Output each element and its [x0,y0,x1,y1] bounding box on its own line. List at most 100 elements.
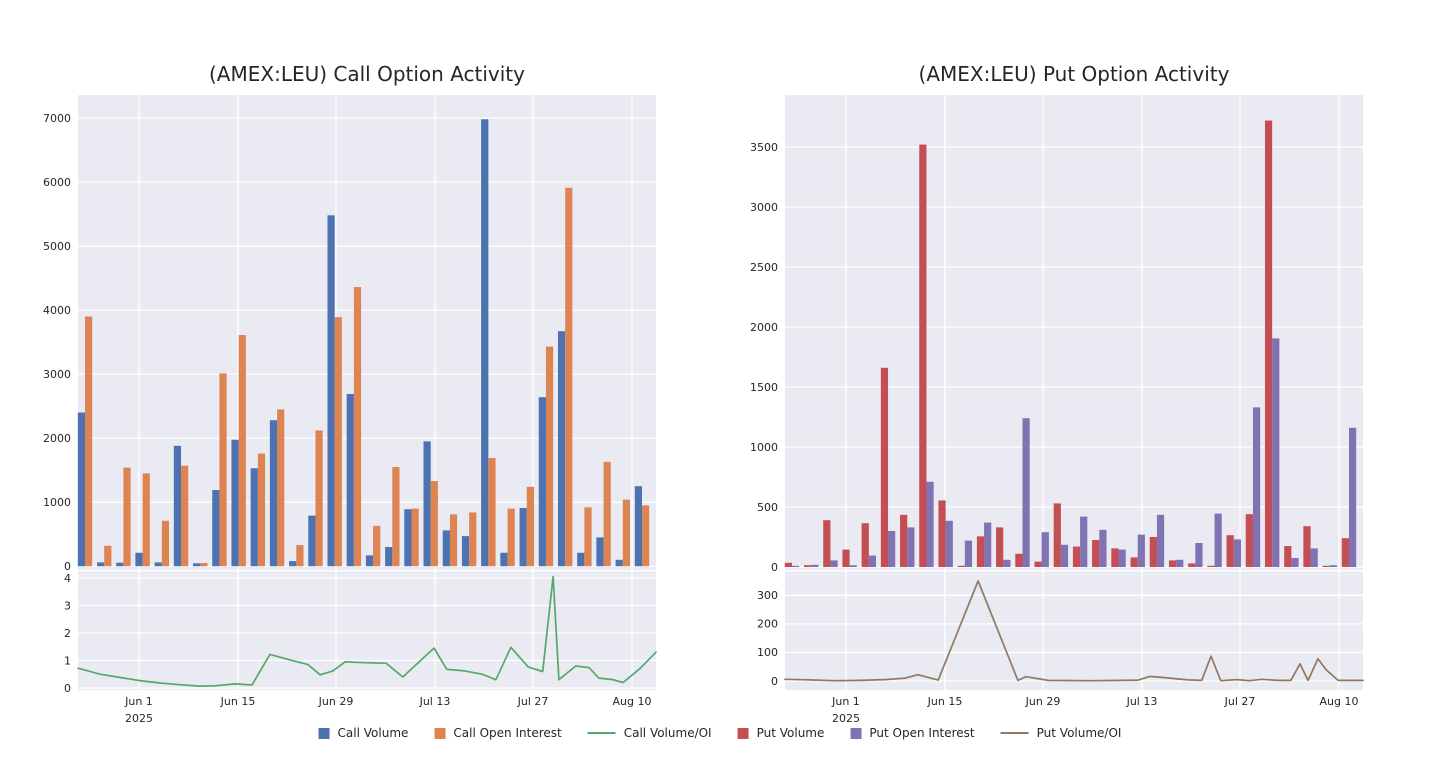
legend-item: Put Volume/OI [1000,726,1121,740]
bar [296,545,304,567]
put-volume-bars [784,120,1349,567]
x-tick-label: Jun 1 [124,695,153,708]
legend-item: Put Volume [737,726,825,740]
put-ratio-panel [785,571,1363,690]
y-tick-label: 2000 [750,321,778,334]
bar [1264,120,1273,567]
bar [849,565,857,567]
bar [257,453,266,567]
bar [784,562,792,567]
bar [1214,513,1222,567]
x-tick-label: Jun 1 [831,695,860,708]
bar [1092,539,1100,567]
bar [200,563,208,567]
bar [880,367,889,567]
bar [1137,534,1145,567]
bar [315,430,323,567]
bar [545,346,554,567]
x-tick-label: Jul 27 [517,695,549,708]
bar [142,473,150,567]
legend-label: Put Open Interest [869,726,975,740]
bar [181,465,189,567]
bar [353,287,362,567]
call-chart: 0 1000 2000 3000 4000 5000 6000 7000 0 1 2 3 4 Jun 1 2… [43,95,657,725]
y-tick-label: 0 [64,560,71,573]
bar [888,530,896,567]
bar [603,461,611,567]
y-tick-label: 100 [757,646,778,659]
bar [430,481,438,567]
bar [1034,561,1042,567]
bar [577,552,585,567]
bar [116,562,124,567]
bar [1060,544,1069,567]
bar [868,555,877,567]
bar [945,520,953,567]
bar [1252,407,1261,567]
bar [1188,563,1196,567]
bar [957,565,965,567]
bar [97,562,105,567]
x-tick-label: Jul 13 [419,695,451,708]
bar [392,466,400,567]
x-tick-label: Jul 13 [1126,695,1158,708]
bar [442,530,450,567]
bar [1272,338,1280,567]
legend-item: Put Open Interest [850,726,975,740]
bar [907,527,915,567]
bar [327,215,335,567]
put-chart: 0 500 1000 1500 2000 2500 3000 3500 0 100 200 300 Ju… [750,95,1364,725]
legend-label: Call Open Interest [453,726,562,740]
bar [154,562,162,567]
legend-item: Call Open Interest [434,726,562,740]
legend-label: Put Volume [756,726,825,740]
bar [919,144,927,567]
bar [373,525,381,567]
bar [308,515,316,567]
y-tick-label: 1000 [43,496,71,509]
bar [842,549,850,567]
bar [622,499,630,567]
bar [642,505,650,567]
bar [461,536,470,567]
bar [1284,545,1292,567]
bar [1156,514,1165,567]
bar [926,481,934,567]
legend-label: Call Volume/OI [623,726,712,740]
y-tick-label: 2 [64,627,71,640]
x-tick-label: Jul 27 [1224,695,1256,708]
bar [219,373,227,567]
bar [334,317,342,567]
bar [1168,560,1177,567]
bar [1207,565,1215,567]
y-tick-label: 3500 [750,141,778,154]
y-tick-label: 1 [64,654,71,667]
legend-square-swatch [434,727,446,739]
bar [346,393,354,567]
bar [526,486,534,567]
legend-line-swatch [1000,732,1029,734]
x-tick-label: Jun 15 [927,695,963,708]
y-tick-label: 3000 [750,201,778,214]
x-tick-label: Aug 10 [613,695,652,708]
legend-line-swatch [587,732,616,734]
bar [231,439,239,567]
bar [538,397,546,567]
legend-label: Call Volume [337,726,409,740]
bar [135,552,143,567]
legend-square-swatch [318,727,330,739]
bar [404,509,412,567]
y-tick-label: 500 [757,501,778,514]
bar [173,445,182,567]
y-tick-label: 6000 [43,176,71,189]
x-tick-label: Jun 29 [1025,695,1061,708]
bar [469,512,477,567]
bar [289,561,297,567]
bar [634,486,642,567]
bar [1118,549,1126,567]
bar [565,187,573,567]
bar [1072,546,1081,567]
y-tick-label: 1000 [750,441,778,454]
y-tick-label: 2500 [750,261,778,274]
